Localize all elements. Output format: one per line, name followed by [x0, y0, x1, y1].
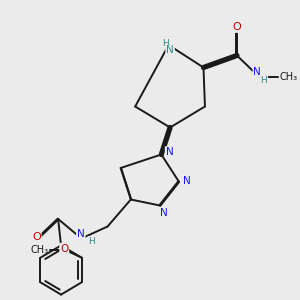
- Text: O: O: [32, 232, 41, 242]
- Text: H: H: [88, 237, 95, 246]
- Text: O: O: [232, 22, 241, 32]
- Text: N: N: [77, 229, 85, 239]
- Text: O: O: [60, 244, 68, 254]
- Text: CH₃: CH₃: [30, 245, 48, 255]
- Text: H: H: [261, 76, 267, 85]
- Text: H: H: [162, 39, 169, 48]
- Text: N: N: [166, 147, 173, 157]
- Text: CH₃: CH₃: [280, 71, 298, 82]
- Text: N: N: [160, 208, 167, 218]
- Text: N: N: [254, 67, 261, 77]
- Text: N: N: [166, 45, 174, 56]
- Text: N: N: [183, 176, 191, 187]
